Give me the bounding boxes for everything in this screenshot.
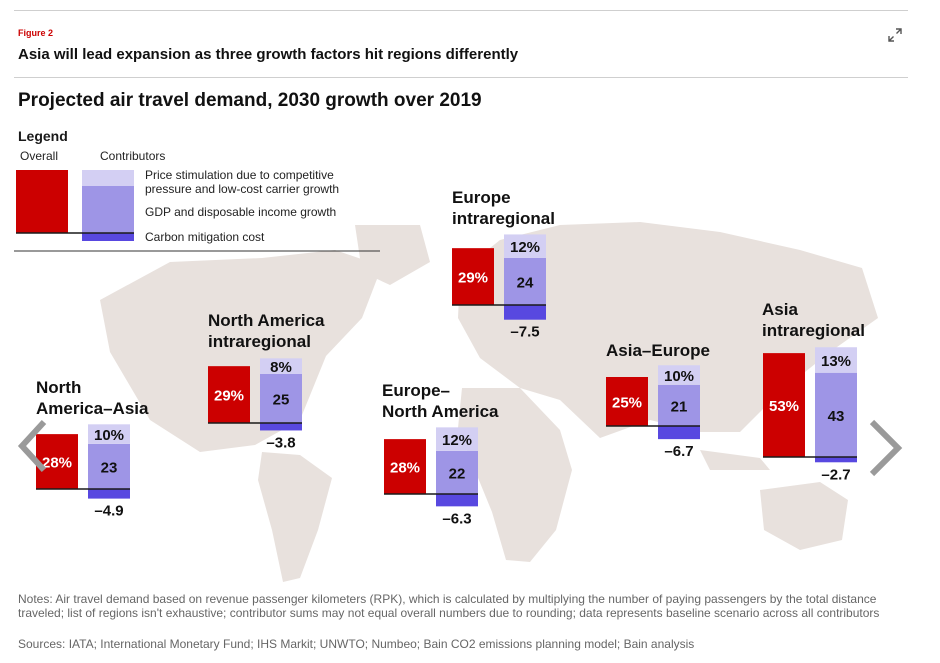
overall-label: 29% <box>458 270 488 287</box>
overall-bar <box>452 248 494 305</box>
carbon-bar <box>88 489 130 499</box>
overall-bar <box>763 353 805 457</box>
carbon-label: –6.7 <box>664 443 693 460</box>
price-label: 12% <box>510 239 540 256</box>
gdp-label: 24 <box>517 274 534 291</box>
price-label: 8% <box>270 359 292 376</box>
carbon-label: –3.8 <box>266 434 295 451</box>
title-divider <box>14 77 908 78</box>
overall-label: 29% <box>214 388 244 405</box>
region-name: intraregional <box>452 209 555 228</box>
next-button[interactable] <box>866 418 906 478</box>
figure-label: Figure 2 <box>18 28 54 38</box>
gdp-label: 23 <box>101 459 118 476</box>
price-bar <box>436 427 478 451</box>
region-name: North America <box>208 311 325 330</box>
overall-bar <box>208 366 250 423</box>
region-name: intraregional <box>762 321 865 340</box>
legend-carbon-swatch <box>82 233 134 241</box>
legend-title: Legend <box>18 128 68 144</box>
carbon-bar <box>504 305 546 320</box>
map-landmass <box>100 250 382 452</box>
price-bar <box>504 234 546 258</box>
overall-label: 53% <box>769 398 799 415</box>
gdp-bar <box>504 257 546 305</box>
region-group: 28% 22 12% –6.3 Europe– North America <box>382 381 499 527</box>
price-bar <box>658 365 700 385</box>
price-label: 13% <box>821 353 851 370</box>
price-label: 12% <box>442 432 472 449</box>
gdp-bar <box>436 450 478 494</box>
map-landmass <box>760 482 848 550</box>
gdp-label: 25 <box>273 392 290 409</box>
legend-carbon-label: Carbon mitigation cost <box>145 230 265 244</box>
carbon-label: –4.9 <box>94 503 123 520</box>
region-group: 53% 43 13% –2.7 Asia intraregional <box>762 300 865 483</box>
carbon-bar <box>658 426 700 440</box>
gdp-label: 43 <box>828 408 845 425</box>
price-label: 10% <box>94 427 124 444</box>
carbon-bar <box>815 457 857 463</box>
region-group: 29% 24 12% –7.5 Europe intraregional <box>452 188 555 341</box>
chart-bars: 28% 23 10% –4.9 North America–Asia 29% 25 8% –3.8… <box>36 188 865 527</box>
chart-sources: Sources: IATA; International Monetary Fu… <box>18 637 695 651</box>
gdp-bar <box>260 374 302 423</box>
carbon-label: –6.3 <box>442 510 471 527</box>
gdp-label: 22 <box>449 465 466 482</box>
legend-graphics <box>14 170 380 252</box>
prev-button[interactable] <box>16 418 50 474</box>
region-name: Europe <box>452 188 511 207</box>
overall-bar <box>36 434 78 489</box>
carbon-bar <box>436 494 478 507</box>
gdp-bar <box>88 443 130 489</box>
overall-bar <box>384 439 426 494</box>
legend-overall-label: Overall <box>20 149 59 163</box>
region-group: 25% 21 10% –6.7 Asia–Europe <box>606 341 710 460</box>
gdp-label: 21 <box>671 398 688 415</box>
chart-title: Projected air travel demand, 2030 growth… <box>18 90 482 111</box>
map-landmass <box>258 452 332 582</box>
overall-label: 28% <box>42 455 72 472</box>
region-group: 28% 23 10% –4.9 North America–Asia <box>36 378 149 520</box>
price-bar <box>260 358 302 374</box>
region-group: 29% 25 8% –3.8 North America intraregional <box>208 311 325 451</box>
legend-contributors-label: Contributors <box>100 149 166 163</box>
region-name: America–Asia <box>36 399 149 418</box>
region-name: North <box>36 378 81 397</box>
chart-notes: Notes: Air travel demand based on revenu… <box>18 592 880 620</box>
chevron-right-icon <box>869 419 903 477</box>
gdp-bar <box>658 384 700 426</box>
price-bar <box>88 424 130 444</box>
legend-price-label: Price stimulation due to competitive pre… <box>145 168 340 196</box>
gdp-bar <box>815 372 857 457</box>
legend-overall-swatch <box>16 170 68 233</box>
region-name: North America <box>382 402 499 421</box>
legend-price-swatch <box>82 170 134 186</box>
region-name: Europe– <box>382 381 450 400</box>
region-name: intraregional <box>208 332 311 351</box>
figure-title: Asia will lead expansion as three growth… <box>18 46 519 63</box>
legend-gdp-label: GDP and disposable income growth <box>145 205 337 219</box>
region-name: Asia <box>762 300 798 319</box>
carbon-bar <box>260 423 302 431</box>
overall-label: 28% <box>390 460 420 477</box>
chevron-left-icon <box>17 419 47 473</box>
price-bar <box>815 347 857 373</box>
map-landmass <box>458 388 572 562</box>
legend-gdp-swatch <box>82 186 134 233</box>
region-name: Asia–Europe <box>606 341 710 360</box>
map-landmass <box>355 225 430 285</box>
top-rule <box>14 10 908 11</box>
carbon-label: –7.5 <box>510 324 539 341</box>
map-landmass <box>700 450 770 470</box>
overall-bar <box>606 377 648 426</box>
price-label: 10% <box>664 368 694 385</box>
expand-icon[interactable] <box>888 28 902 42</box>
carbon-label: –2.7 <box>821 466 850 483</box>
overall-label: 25% <box>612 395 642 412</box>
